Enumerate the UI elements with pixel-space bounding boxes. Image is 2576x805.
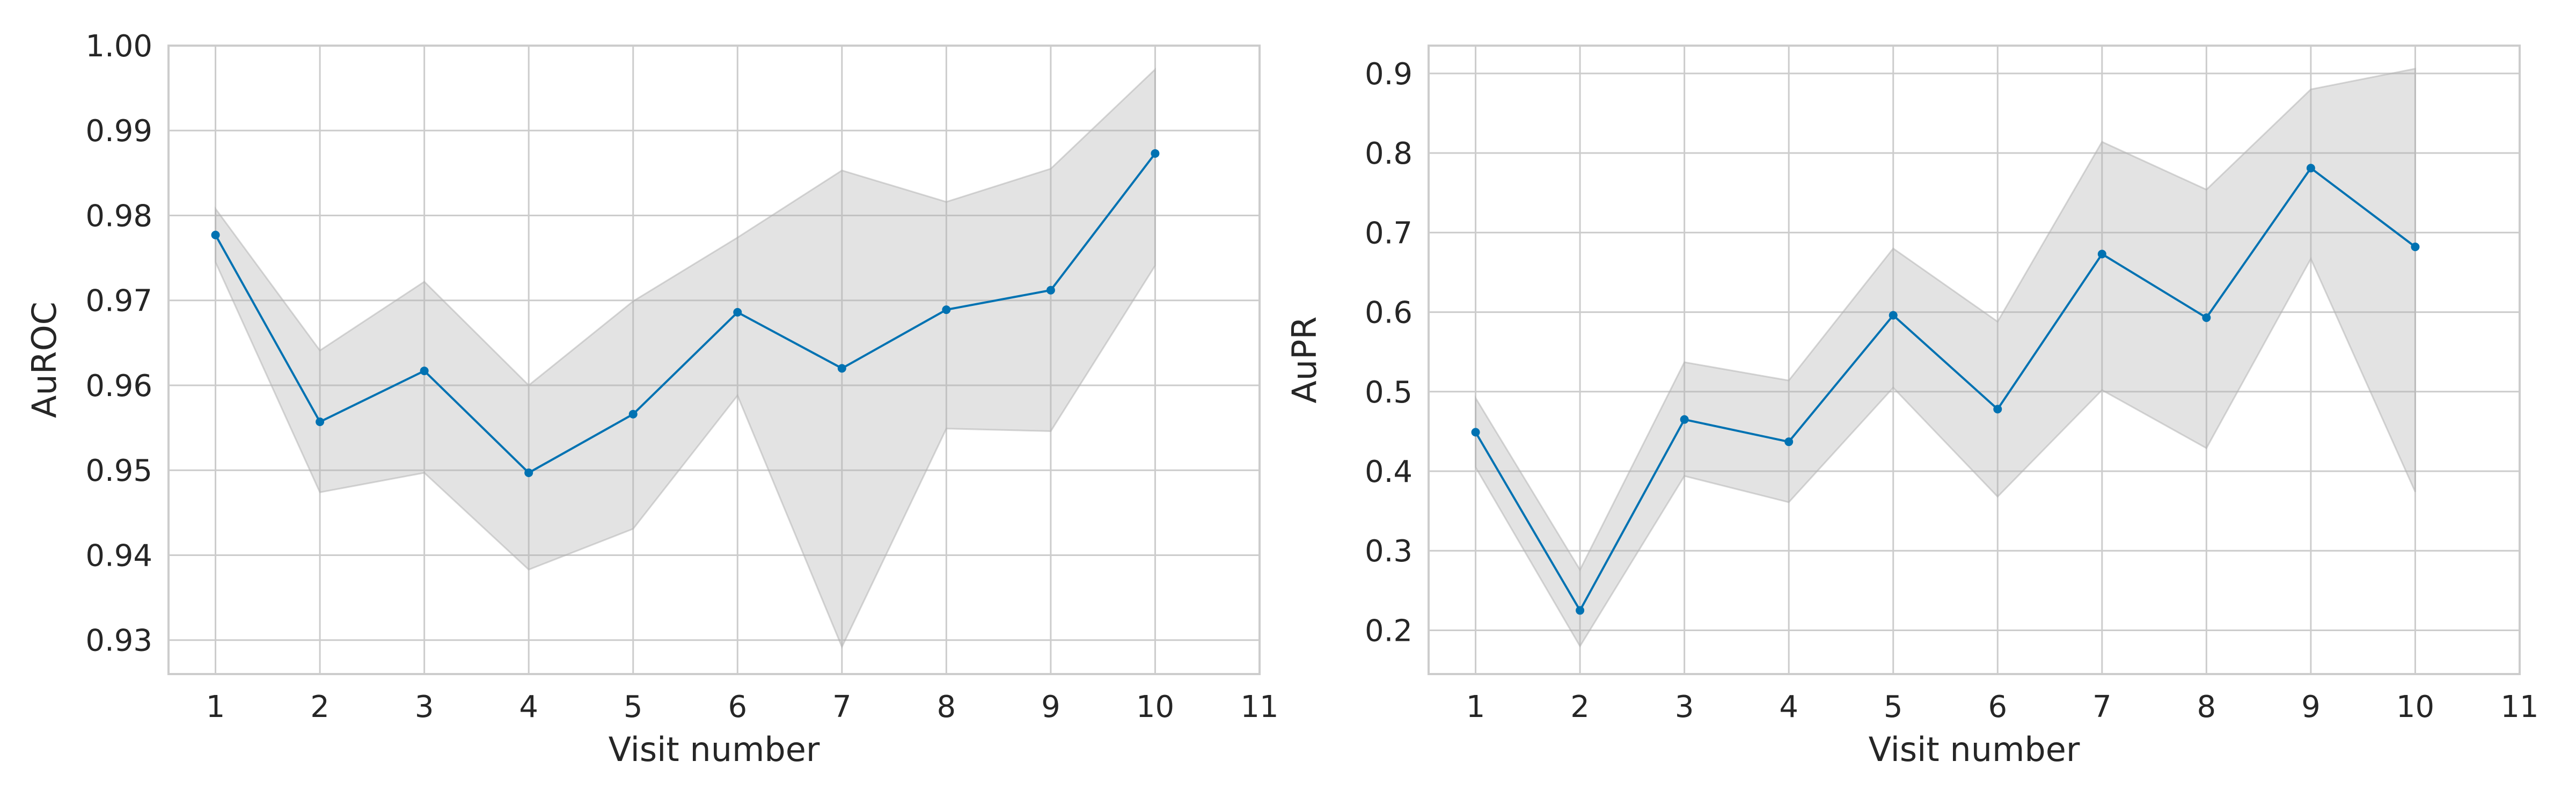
aupr-y-tick-label: 0.8 (1365, 136, 1413, 171)
auroc-x-tick-label: 10 (1136, 690, 1174, 724)
auroc-data-point (211, 230, 220, 239)
auroc-y-tick-label: 0.93 (85, 624, 152, 658)
auroc-x-tick-label: 9 (1041, 690, 1060, 724)
auroc-data-point (837, 364, 846, 373)
auroc-y-tick-label: 1.00 (85, 29, 152, 64)
auroc-y-tick-label: 0.98 (85, 199, 152, 233)
aupr-x-tick-label: 4 (1779, 690, 1798, 724)
aupr-data-point (1680, 415, 1689, 424)
aupr-x-tick-label: 11 (2500, 690, 2538, 724)
auroc-y-tick-label: 0.95 (85, 453, 152, 488)
aupr-x-tick-label: 6 (1988, 690, 2007, 724)
aupr-y-tick-label: 0.2 (1365, 613, 1413, 648)
auroc-x-tick-label: 1 (206, 690, 225, 724)
auroc-y-tick-label: 0.99 (85, 114, 152, 149)
aupr-series-line (1474, 167, 2416, 612)
auroc-x-tick-label: 3 (415, 690, 434, 724)
aupr-data-point (1993, 405, 2002, 414)
aupr-x-tick-label: 3 (1675, 690, 1694, 724)
auroc-data-point (1046, 286, 1055, 295)
aupr-x-tick-label: 5 (1884, 690, 1903, 724)
aupr-data-point (2306, 164, 2315, 173)
aupr-x-tick-label: 8 (2197, 690, 2216, 724)
aupr-y-tick-label: 0.4 (1365, 455, 1413, 489)
auroc-chart: 1 2 3 4 5 6 7 8 9 10 11 0.93 0.94 0.95 0.96 0.97 0.98 0.… (25, 29, 1279, 769)
auroc-x-tick-label: 8 (937, 690, 956, 724)
aupr-y-axis-label: AuPR (1285, 316, 1324, 403)
aupr-data-point (1471, 428, 1480, 437)
aupr-y-tick-label: 0.5 (1365, 375, 1413, 410)
aupr-data-point (2411, 243, 2420, 252)
auroc-plot-frame (167, 45, 1261, 675)
aupr-x-tick-label: 2 (1570, 690, 1590, 724)
aupr-confidence-band (1475, 68, 2416, 648)
auroc-x-tick-label: 7 (832, 690, 852, 724)
aupr-data-point (2202, 313, 2211, 322)
auroc-x-tick-label: 6 (728, 690, 747, 724)
auroc-data-point (733, 308, 742, 317)
auroc-x-axis-label: Visit number (609, 730, 820, 769)
auroc-x-tick-label: 2 (310, 690, 330, 724)
aupr-y-tick-label: 0.7 (1365, 216, 1413, 251)
auroc-y-axis-label: AuROC (25, 302, 64, 418)
auroc-confidence-band (215, 67, 1156, 649)
auroc-x-tick-label: 4 (519, 690, 538, 724)
aupr-data-point (1576, 606, 1585, 615)
auroc-y-tick-label: 0.97 (85, 284, 152, 319)
auroc-data-point (524, 468, 533, 477)
aupr-y-tick-label: 0.9 (1365, 57, 1413, 92)
auroc-data-point (628, 409, 638, 419)
aupr-x-tick-label: 10 (2396, 690, 2434, 724)
aupr-x-tick-label: 1 (1466, 690, 1485, 724)
aupr-data-point (2097, 250, 2106, 259)
auroc-data-point (420, 367, 429, 376)
auroc-data-point (942, 305, 951, 314)
auroc-data-point (1151, 149, 1160, 158)
auroc-y-tick-label: 0.94 (85, 538, 152, 573)
auroc-series-line (214, 152, 1157, 474)
aupr-y-tick-label: 0.3 (1365, 534, 1413, 569)
auroc-x-tick-label: 11 (1240, 690, 1278, 724)
aupr-plot-frame (1428, 45, 2521, 675)
auroc-x-tick-label: 5 (624, 690, 643, 724)
aupr-x-tick-label: 9 (2301, 690, 2321, 724)
auroc-y-tick-label: 0.96 (85, 369, 152, 404)
aupr-x-axis-label: Visit number (1869, 730, 2080, 769)
auroc-data-point (316, 418, 325, 427)
aupr-x-tick-label: 7 (2092, 690, 2112, 724)
aupr-data-point (1784, 437, 1794, 447)
aupr-data-point (1889, 311, 1898, 320)
aupr-chart: 1 2 3 4 5 6 7 8 9 10 11 0.2 0.3 0.4 0.5 0.6 0.7 0.8 0.9 V… (1285, 45, 2539, 769)
aupr-y-tick-label: 0.6 (1365, 296, 1413, 331)
